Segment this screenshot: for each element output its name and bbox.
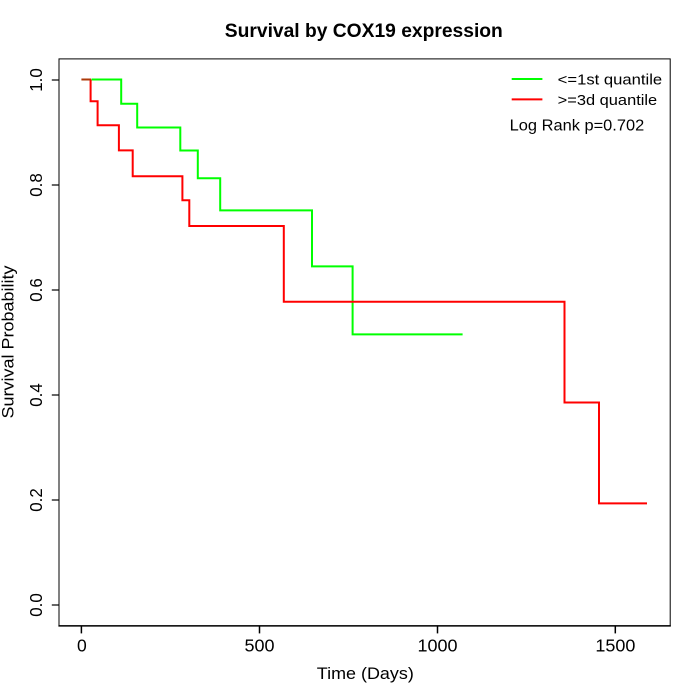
svg-text:0.2: 0.2: [26, 488, 46, 512]
svg-text:Survival by COX19 expression: Survival by COX19 expression: [225, 20, 503, 42]
svg-text:Log Rank p=0.702: Log Rank p=0.702: [510, 117, 645, 134]
svg-text:1500: 1500: [595, 635, 635, 655]
svg-text:>=3d quantile: >=3d quantile: [558, 92, 658, 109]
svg-text:Time (Days): Time (Days): [317, 664, 414, 683]
svg-text:0.0: 0.0: [26, 593, 46, 617]
svg-text:Survival Probability: Survival Probability: [0, 265, 18, 419]
svg-text:1.0: 1.0: [26, 68, 46, 92]
svg-text:0.4: 0.4: [26, 383, 46, 407]
svg-text:0: 0: [77, 635, 87, 655]
svg-text:500: 500: [245, 635, 275, 655]
svg-text:<=1st quantile: <=1st quantile: [558, 72, 663, 89]
svg-text:0.8: 0.8: [26, 173, 46, 197]
svg-text:0.6: 0.6: [26, 278, 46, 302]
svg-text:1000: 1000: [418, 635, 458, 655]
